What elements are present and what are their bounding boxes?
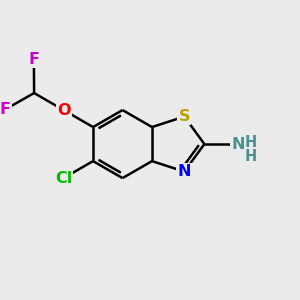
Text: N: N	[232, 136, 245, 152]
Text: N: N	[178, 164, 191, 179]
Text: F: F	[28, 52, 39, 67]
Text: H: H	[245, 149, 257, 164]
Text: F: F	[0, 102, 11, 117]
Text: H: H	[245, 135, 257, 150]
Text: Cl: Cl	[55, 171, 72, 186]
Text: S: S	[178, 109, 190, 124]
Text: O: O	[57, 103, 70, 118]
